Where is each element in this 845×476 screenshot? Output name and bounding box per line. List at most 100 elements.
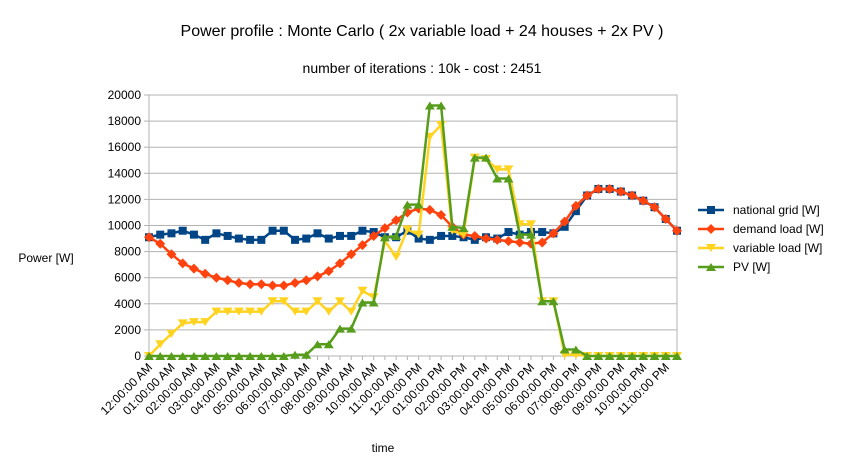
marker bbox=[234, 234, 243, 243]
marker bbox=[570, 200, 581, 211]
legend-label: variable load [W] bbox=[733, 241, 822, 255]
marker bbox=[638, 195, 649, 206]
y-tick-label: 20000 bbox=[108, 88, 142, 102]
marker bbox=[514, 230, 525, 239]
marker bbox=[492, 174, 503, 183]
marker bbox=[481, 153, 492, 162]
marker bbox=[391, 215, 402, 226]
marker bbox=[166, 329, 177, 338]
marker bbox=[425, 235, 434, 244]
marker bbox=[503, 236, 514, 247]
marker bbox=[155, 340, 166, 349]
marker bbox=[211, 272, 222, 283]
marker bbox=[324, 234, 333, 243]
marker bbox=[706, 224, 716, 234]
marker bbox=[391, 231, 402, 240]
marker bbox=[245, 352, 256, 360]
y-tick-label: 14000 bbox=[108, 166, 142, 180]
marker bbox=[256, 307, 267, 316]
marker bbox=[649, 202, 660, 213]
marker bbox=[548, 297, 559, 306]
marker bbox=[560, 222, 569, 231]
marker bbox=[706, 263, 716, 271]
marker bbox=[357, 240, 368, 251]
marker bbox=[357, 286, 368, 295]
marker bbox=[302, 234, 311, 243]
marker bbox=[458, 230, 469, 239]
marker bbox=[424, 204, 435, 215]
y-tick-label: 18000 bbox=[108, 114, 142, 128]
marker bbox=[177, 352, 188, 360]
plot-frame bbox=[148, 94, 678, 357]
marker bbox=[233, 352, 244, 360]
marker bbox=[291, 235, 300, 244]
marker bbox=[469, 153, 480, 162]
marker bbox=[615, 186, 626, 197]
legend-label: demand load [W] bbox=[733, 222, 824, 236]
marker bbox=[391, 252, 402, 261]
legend-label: national grid [W] bbox=[733, 203, 820, 217]
marker bbox=[313, 229, 322, 238]
marker bbox=[504, 228, 513, 237]
marker bbox=[334, 324, 345, 333]
marker bbox=[201, 235, 210, 244]
marker bbox=[178, 226, 187, 235]
y-tick-label: 12000 bbox=[108, 192, 142, 206]
marker bbox=[492, 165, 503, 174]
marker bbox=[571, 207, 580, 216]
y-tick-label: 2000 bbox=[114, 323, 141, 337]
marker bbox=[188, 318, 199, 327]
marker bbox=[233, 277, 244, 288]
y-tick-label: 16000 bbox=[108, 140, 142, 154]
marker bbox=[357, 298, 368, 307]
marker bbox=[257, 235, 266, 244]
y-tick-label: 0 bbox=[134, 349, 141, 363]
marker bbox=[537, 297, 548, 306]
marker bbox=[323, 340, 334, 349]
marker bbox=[379, 233, 390, 242]
marker bbox=[334, 258, 345, 269]
marker bbox=[525, 230, 536, 239]
marker bbox=[368, 298, 379, 307]
marker bbox=[177, 319, 188, 328]
marker bbox=[156, 230, 165, 239]
y-tick-label: 8000 bbox=[114, 245, 141, 259]
marker bbox=[167, 229, 176, 238]
marker bbox=[278, 352, 289, 360]
marker bbox=[346, 324, 357, 333]
marker bbox=[188, 263, 199, 274]
marker bbox=[649, 352, 660, 360]
marker bbox=[223, 231, 232, 240]
marker bbox=[503, 165, 514, 174]
marker bbox=[548, 228, 559, 239]
marker bbox=[200, 318, 211, 327]
marker bbox=[177, 258, 188, 269]
marker bbox=[323, 266, 334, 277]
marker bbox=[323, 307, 334, 316]
marker bbox=[144, 352, 154, 360]
marker bbox=[469, 230, 480, 241]
marker bbox=[660, 352, 671, 360]
marker bbox=[672, 225, 682, 236]
marker bbox=[604, 352, 615, 360]
marker bbox=[212, 229, 221, 238]
marker bbox=[155, 238, 166, 249]
marker bbox=[189, 230, 198, 239]
marker bbox=[290, 307, 301, 316]
marker bbox=[707, 206, 715, 214]
marker bbox=[437, 231, 446, 240]
marker bbox=[627, 190, 638, 201]
y-tick-label: 10000 bbox=[108, 219, 142, 233]
x-axis-label: time bbox=[372, 441, 395, 455]
marker bbox=[538, 228, 547, 237]
marker bbox=[188, 352, 199, 360]
y-axis-label: Power [W] bbox=[18, 251, 73, 265]
marker bbox=[166, 352, 177, 360]
y-tick-label: 6000 bbox=[114, 271, 141, 285]
marker bbox=[211, 352, 222, 360]
marker bbox=[222, 352, 233, 360]
marker bbox=[334, 297, 345, 306]
y-tick-label: 4000 bbox=[114, 297, 141, 311]
marker bbox=[413, 200, 424, 209]
marker bbox=[301, 275, 312, 286]
